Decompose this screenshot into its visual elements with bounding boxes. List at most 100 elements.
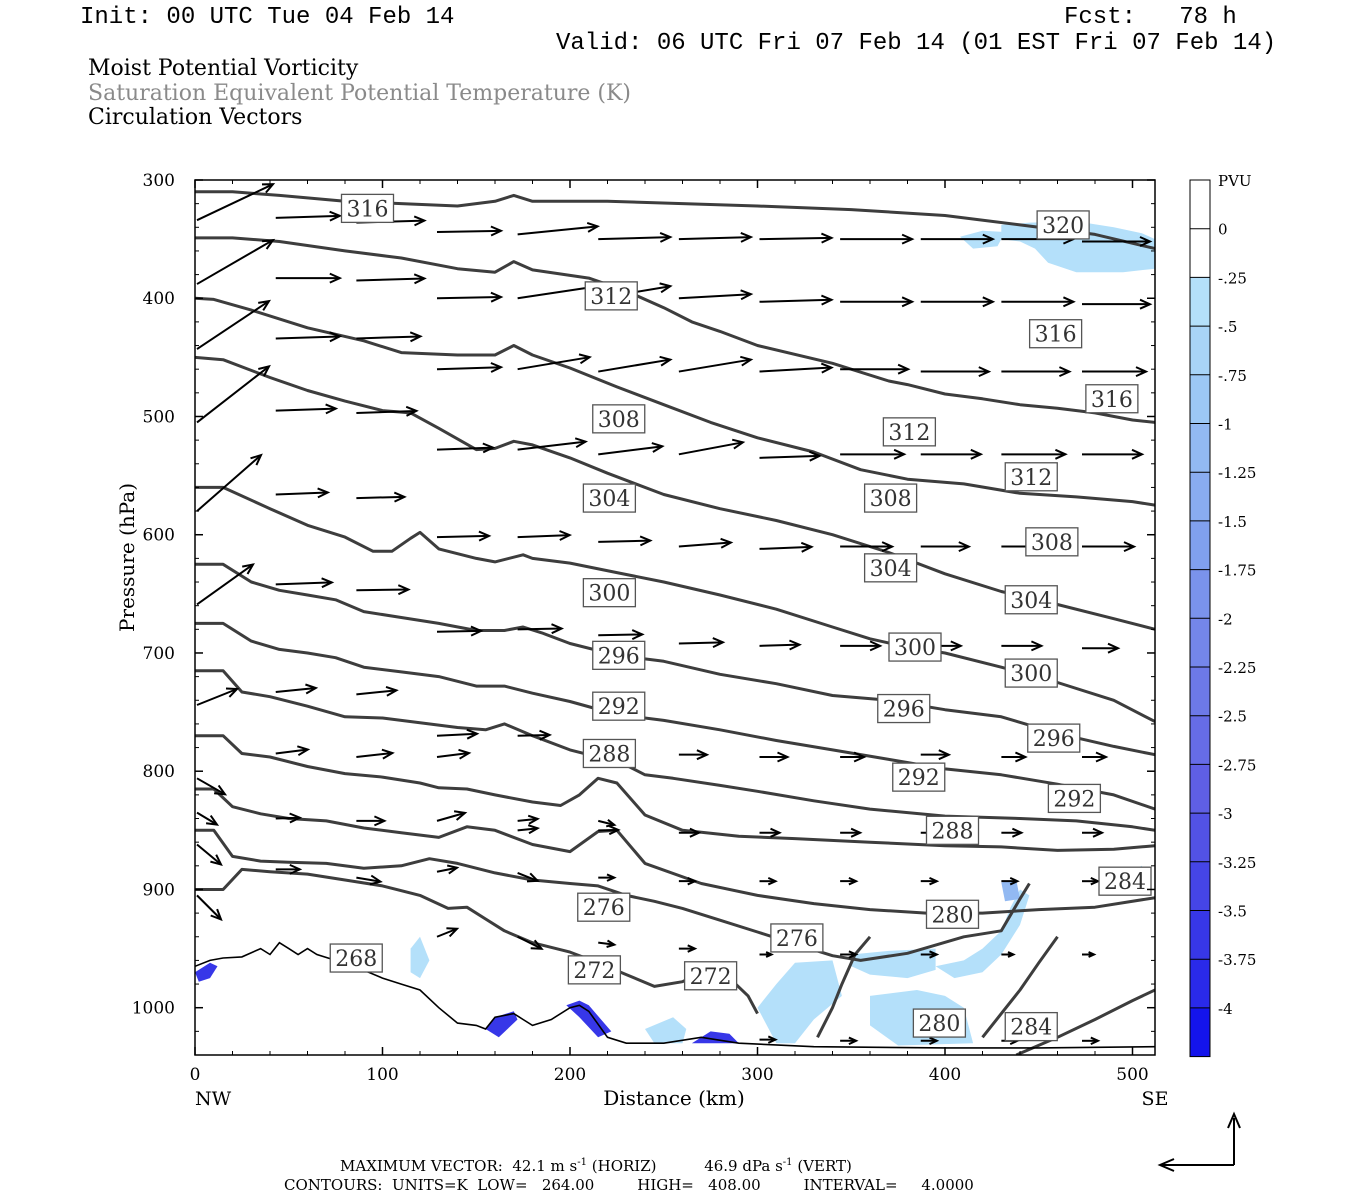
vector-head: [586, 221, 601, 233]
vector-head: [1131, 448, 1145, 460]
vector-shaft: [196, 300, 270, 350]
contour-label-text: 276: [776, 927, 818, 952]
vector-head: [490, 225, 504, 237]
vector-head: [809, 450, 822, 462]
vector-head: [466, 728, 480, 740]
contour-label-text: 312: [590, 285, 632, 310]
contour-label: 308: [1025, 527, 1079, 557]
contour-label: 312: [584, 281, 638, 311]
contour-label-text: 284: [1104, 870, 1146, 895]
vector-arrow: [1082, 366, 1149, 378]
vector-shaft: [678, 293, 751, 300]
vector-arrow: [517, 530, 573, 541]
vector-shaft: [517, 534, 570, 539]
vector-shaft: [275, 686, 316, 693]
vector-head: [373, 815, 387, 827]
vector-head: [770, 827, 782, 838]
vector-arrow: [356, 273, 427, 285]
vector-shaft: [356, 335, 421, 340]
contour-label-box: [567, 955, 622, 985]
vector-arrow: [356, 331, 423, 343]
vector-shaft: [598, 633, 643, 637]
colorbar-tick-label: -.75: [1218, 367, 1247, 385]
vector-head: [482, 442, 496, 454]
vector-arrow: [356, 685, 399, 697]
vector-shaft: [517, 733, 550, 737]
vector-arrow: [275, 403, 339, 415]
max-vector-vert: 46.9 dPa s: [704, 1157, 783, 1175]
vector-arrow: [1082, 951, 1097, 958]
vector-head: [385, 685, 399, 697]
colorbar-tick-label: -3.5: [1218, 903, 1247, 921]
vector-arrow: [598, 231, 673, 243]
vector-head: [720, 537, 734, 549]
contour-label-text: 312: [888, 421, 930, 446]
vector-head: [848, 1036, 859, 1046]
vector-shaft: [598, 445, 663, 456]
vector-shaft: [275, 407, 336, 412]
colorbar-tick-label: -3.75: [1218, 951, 1256, 969]
isentrope-line: [195, 669, 1155, 832]
vector-arrow: [678, 355, 754, 373]
contour-label-text: 296: [883, 698, 925, 723]
contour-label-box: [329, 943, 383, 973]
contour-label: 280: [912, 1008, 967, 1038]
isentrope-line: [195, 621, 1155, 811]
vector-head: [1090, 876, 1101, 886]
contour-label-box: [582, 738, 637, 769]
contour-label-box: [925, 899, 980, 929]
vector-arrow: [1082, 448, 1145, 460]
vector-head: [242, 563, 255, 575]
vector-head: [1139, 298, 1153, 310]
vector-head: [1123, 541, 1137, 553]
colorbar-tick-label: -4: [1218, 1000, 1233, 1018]
vector-arrow: [759, 232, 834, 244]
isentrope-line: [195, 734, 1155, 852]
vector-shaft: [598, 539, 651, 543]
contour-label-box: [1027, 723, 1081, 753]
isentrope-line: [816, 935, 872, 1038]
vector-head: [970, 448, 984, 460]
vector-shaft: [436, 229, 502, 234]
vector-shaft: [678, 641, 723, 645]
vector-head: [381, 748, 395, 760]
vector-head: [848, 950, 859, 959]
vector-head: [329, 210, 343, 222]
contour-label-box: [582, 578, 637, 608]
contour-label-box: [1025, 527, 1079, 557]
vector-arrow: [678, 876, 698, 886]
vector-shaft: [759, 298, 832, 303]
y-tick-label: 700: [143, 644, 175, 664]
vector-arrow: [840, 827, 863, 838]
vector-shaft: [517, 935, 543, 950]
vector-shaft: [759, 236, 832, 241]
vector-arrow: [598, 819, 617, 828]
vector-shaft: [196, 843, 222, 866]
vector-arrow: [517, 871, 540, 883]
contour-label-box: [592, 640, 646, 670]
colorbar-tick-label: -1.75: [1218, 562, 1256, 580]
vector-head: [740, 231, 754, 243]
vector-head: [1011, 827, 1024, 838]
vector-head: [1062, 296, 1076, 308]
vector-arrow: [356, 874, 383, 886]
vector-shaft: [436, 732, 478, 737]
vector-arrow: [1082, 642, 1121, 654]
max-vector-horiz-tag: (HORIZ): [591, 1157, 657, 1175]
x-tick-label: 400: [929, 1065, 961, 1085]
vector-head: [740, 355, 754, 367]
vector-head: [850, 827, 863, 838]
vector-shaft: [436, 534, 490, 539]
vector-arrow: [840, 950, 859, 959]
isentrope-line: [195, 296, 1155, 507]
vector-arrow: [436, 225, 504, 237]
vector-head: [696, 749, 710, 761]
vector-shaft: [196, 365, 270, 424]
vector-arrow: [678, 289, 754, 301]
vector-arrow: [436, 291, 504, 303]
contour-label: 272: [683, 961, 738, 991]
colorbar-swatch: [1190, 326, 1210, 375]
vector-arrow: [196, 453, 263, 512]
vector-head: [225, 687, 240, 698]
